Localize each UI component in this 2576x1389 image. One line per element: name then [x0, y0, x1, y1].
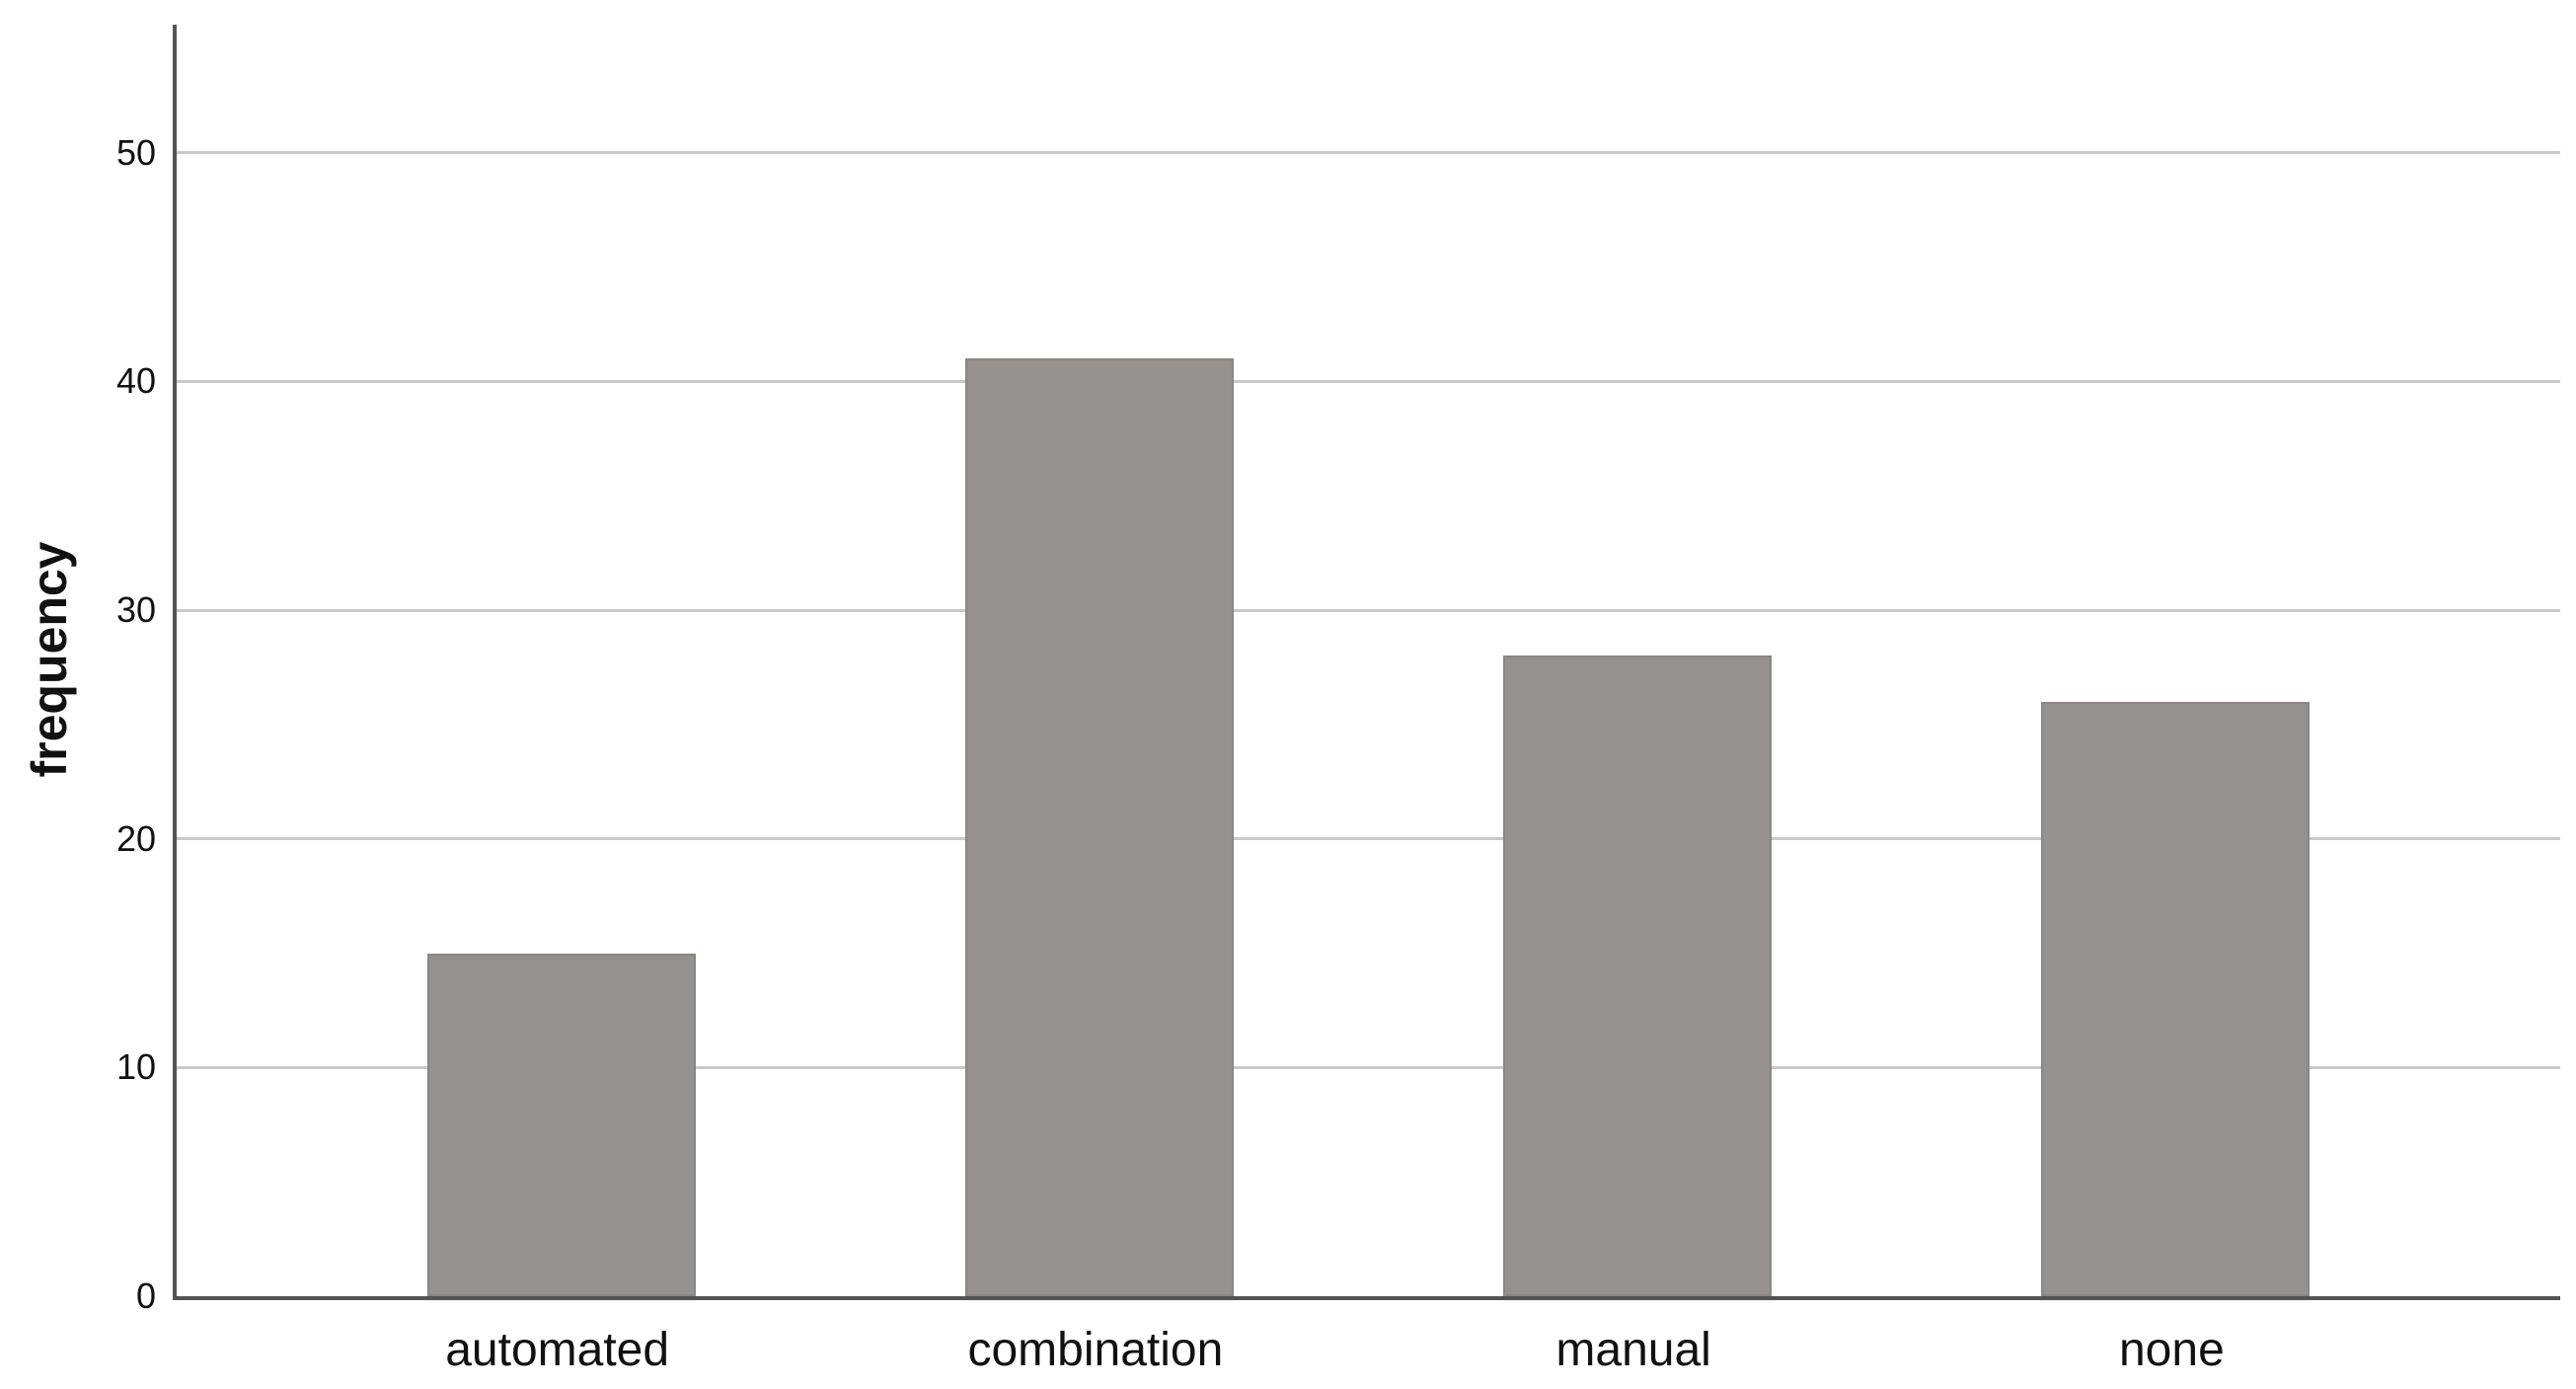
- x-category-label-manual: manual: [1555, 1324, 1711, 1376]
- y-tick-label-40: 40: [115, 360, 156, 402]
- bar-automated: [426, 954, 696, 1296]
- bar-none: [2041, 702, 2311, 1296]
- y-axis-title: frequency: [22, 541, 77, 778]
- y-tick-label-20: 20: [115, 817, 156, 859]
- y-tick-label-10: 10: [115, 1046, 156, 1088]
- x-category-label-combination: combination: [967, 1324, 1224, 1376]
- y-tick-label-0: 0: [135, 1275, 156, 1316]
- plot-area: [173, 25, 2560, 1300]
- x-category-label-none: none: [2118, 1324, 2225, 1376]
- gridline-y-50: [177, 151, 2560, 155]
- y-tick-label-50: 50: [115, 131, 156, 173]
- gridline-y-40: [177, 379, 2560, 383]
- bar-manual: [1503, 656, 1773, 1296]
- gridline-y-30: [177, 608, 2560, 612]
- gridline-y-10: [177, 1065, 2560, 1069]
- gridline-y-20: [177, 837, 2560, 841]
- y-tick-label-30: 30: [115, 589, 156, 631]
- x-category-label-automated: automated: [445, 1324, 670, 1376]
- bar-combination: [964, 358, 1234, 1296]
